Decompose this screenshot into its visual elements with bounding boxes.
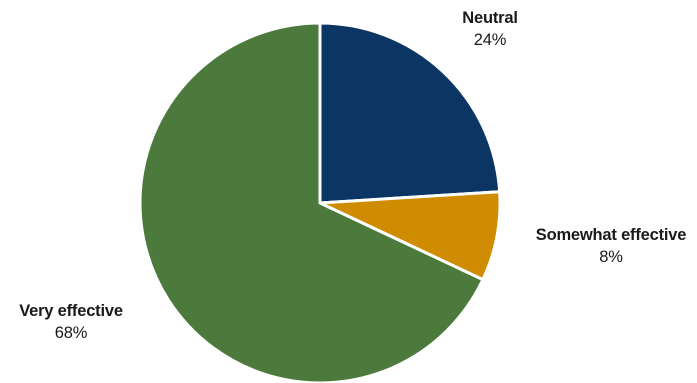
pie-slice-somewhat-effective (318, 190, 502, 282)
slice-label-somewhat-effective: Somewhat effective 8% (535, 224, 687, 268)
slice-label-somewhat-effective-value: 8% (599, 248, 623, 266)
slice-label-neutral-value: 24% (473, 31, 507, 49)
slice-label-somewhat-effective-name: Somewhat effective (535, 226, 687, 244)
slice-label-very-effective-value: 68% (54, 324, 88, 342)
pie-slice-very-effective (138, 21, 485, 383)
slice-label-neutral-name: Neutral (462, 9, 518, 27)
slice-label-neutral: Neutral 24% (462, 7, 518, 51)
pie-slice-neutral (318, 21, 502, 205)
slice-label-very-effective-name: Very effective (19, 302, 123, 320)
slice-label-very-effective: Very effective 68% (19, 300, 123, 344)
